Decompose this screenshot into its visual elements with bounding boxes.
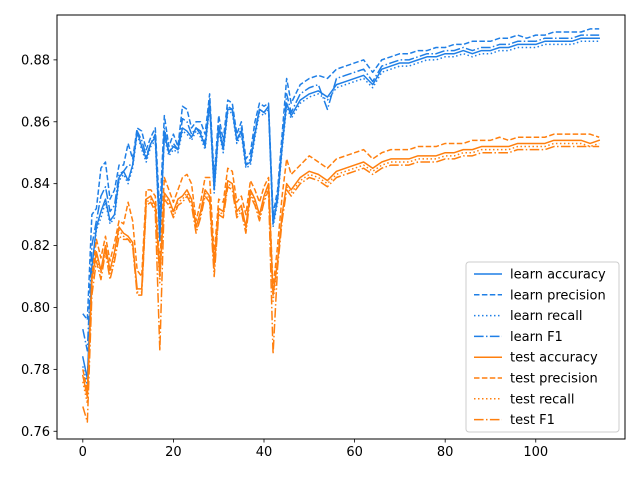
legend: learn accuracy learn precision learn recal…	[465, 261, 620, 433]
x-tick-label: 100	[523, 445, 548, 460]
series-layer	[81, 28, 601, 423]
legend-label: learn accuracy	[510, 268, 606, 283]
legend-label: learn F1	[510, 330, 563, 345]
y-axis: 0.76 0.78 0.80 0.82 0.84 0.86 0.88	[21, 53, 57, 440]
y-tick-label: 0.82	[21, 239, 50, 254]
y-tick-label: 0.76	[21, 425, 50, 440]
y-tick-label: 0.86	[21, 115, 50, 130]
x-axis: 0 20 40 60 80 100	[79, 439, 548, 460]
x-tick-label: 80	[437, 445, 454, 460]
series-line-learn-precision	[82, 28, 600, 321]
axes-frame	[56, 14, 626, 440]
legend-label: test accuracy	[510, 351, 598, 366]
legend-label: test precision	[510, 372, 598, 387]
legend-box	[465, 261, 620, 433]
y-tick-label: 0.88	[21, 53, 50, 68]
legend-label: learn precision	[510, 288, 606, 303]
legend-label: test recall	[510, 392, 575, 407]
x-tick-label: 0	[79, 445, 87, 460]
series-line-test-recall	[82, 142, 600, 405]
series-line-learn-f1	[82, 34, 600, 352]
legend-label: learn recall	[510, 309, 582, 324]
x-tick-label: 40	[256, 445, 273, 460]
x-tick-label: 20	[165, 445, 182, 460]
x-tick-label: 60	[346, 445, 363, 460]
legend-label: test F1	[510, 413, 555, 428]
y-tick-label: 0.84	[21, 177, 50, 192]
series-line-test-f1	[82, 145, 600, 423]
y-tick-label: 0.78	[21, 363, 50, 378]
y-tick-label: 0.80	[21, 301, 50, 316]
